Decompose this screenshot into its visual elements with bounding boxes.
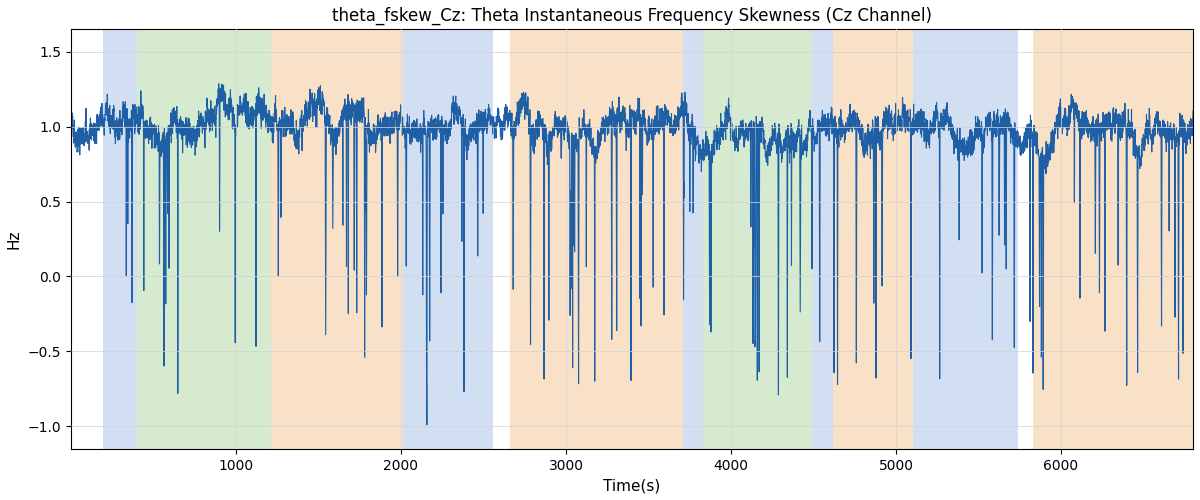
Bar <box>833 30 912 449</box>
Y-axis label: Hz: Hz <box>7 230 22 249</box>
Bar <box>703 30 812 449</box>
X-axis label: Time(s): Time(s) <box>604 478 660 493</box>
Bar <box>402 30 493 449</box>
Bar <box>683 30 703 449</box>
Bar <box>912 30 1018 449</box>
Bar <box>103 30 137 449</box>
Bar <box>510 30 683 449</box>
Title: theta_fskew_Cz: Theta Instantaneous Frequency Skewness (Cz Channel): theta_fskew_Cz: Theta Instantaneous Freq… <box>332 7 932 25</box>
Bar <box>812 30 833 449</box>
Bar <box>270 30 402 449</box>
Bar <box>1033 30 1193 449</box>
Bar <box>137 30 270 449</box>
